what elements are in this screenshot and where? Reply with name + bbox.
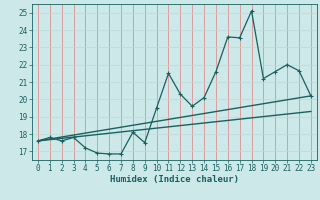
X-axis label: Humidex (Indice chaleur): Humidex (Indice chaleur) [110, 175, 239, 184]
